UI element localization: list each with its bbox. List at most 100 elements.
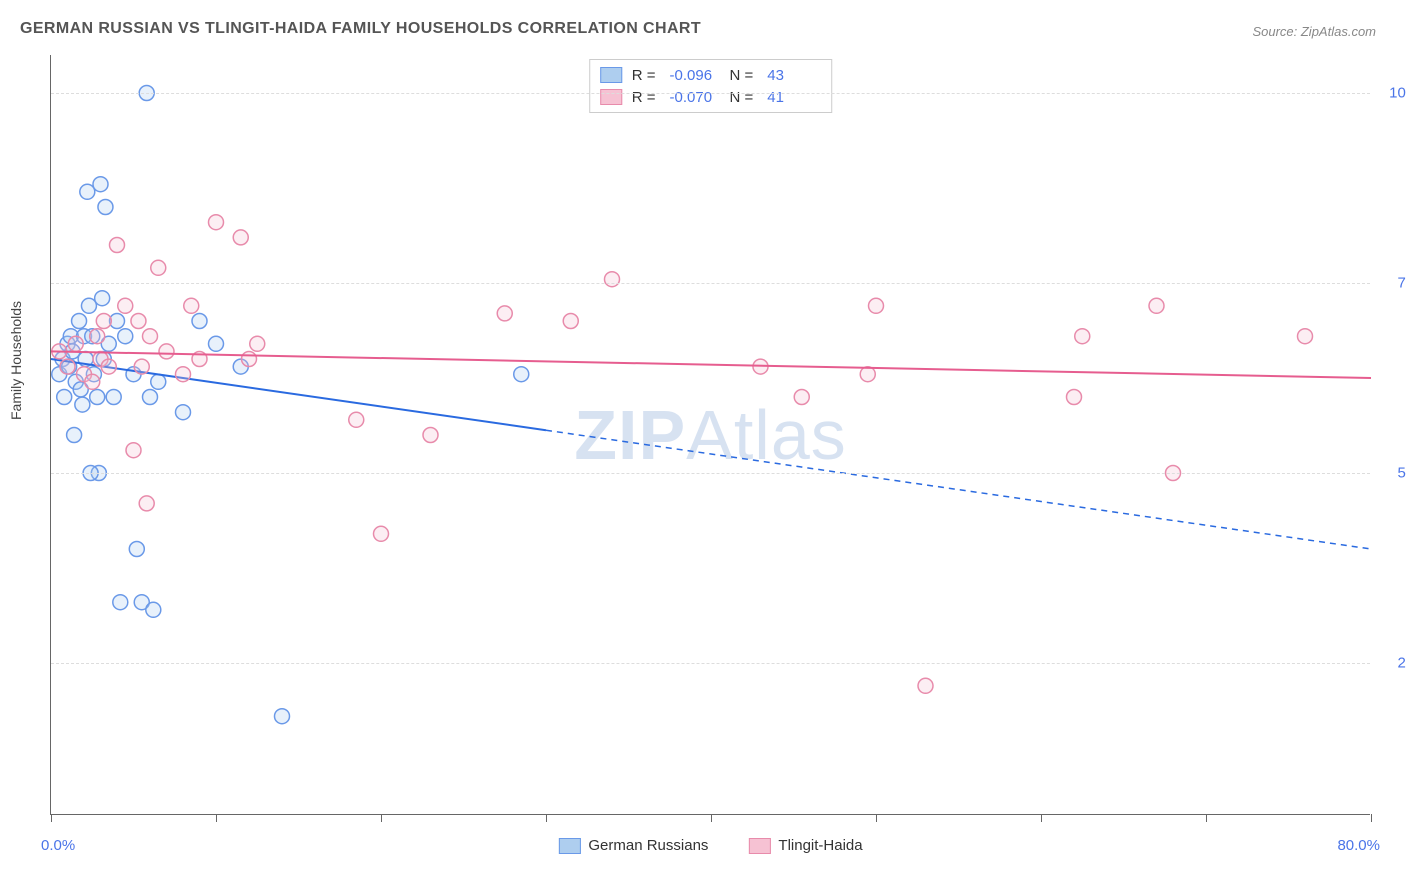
legend-row-series-1: R = -0.070 N = 41: [600, 86, 818, 108]
chart-title: GERMAN RUSSIAN VS TLINGIT-HAIDA FAMILY H…: [20, 20, 701, 38]
legend-bottom-swatch-0: [558, 838, 580, 854]
x-tick-label-max: 80.0%: [1337, 837, 1380, 854]
scatter-point: [869, 298, 884, 313]
scatter-point: [90, 390, 105, 405]
scatter-point: [110, 238, 125, 253]
scatter-point: [374, 526, 389, 541]
scatter-point: [129, 542, 144, 557]
y-tick-label: 100.0%: [1380, 85, 1406, 102]
scatter-point: [233, 230, 248, 245]
x-tick: [216, 814, 217, 822]
scatter-point: [134, 595, 149, 610]
scatter-point: [86, 367, 101, 382]
scatter-point: [80, 184, 95, 199]
scatter-point: [139, 496, 154, 511]
plot-area: ZIPAtlas R = -0.096 N = 43 R = -0.070 N …: [50, 55, 1370, 815]
legend-n-label: N =: [730, 89, 754, 106]
legend-r-label: R =: [632, 67, 656, 84]
scatter-point: [151, 374, 166, 389]
legend-bottom-swatch-1: [748, 838, 770, 854]
scatter-point: [90, 329, 105, 344]
scatter-point: [605, 272, 620, 287]
scatter-point: [192, 352, 207, 367]
scatter-point: [85, 329, 100, 344]
x-tick: [546, 814, 547, 822]
scatter-point: [75, 397, 90, 412]
watermark-atlas: Atlas: [686, 396, 847, 474]
x-tick: [876, 814, 877, 822]
scatter-point: [77, 329, 92, 344]
legend-row-series-0: R = -0.096 N = 43: [600, 64, 818, 86]
scatter-point: [794, 390, 809, 405]
scatter-point: [78, 352, 93, 367]
legend-bottom-label-0: German Russians: [588, 837, 708, 854]
legend-item-0: German Russians: [558, 837, 708, 854]
scatter-point: [93, 352, 108, 367]
scatter-point: [62, 359, 77, 374]
chart-svg: [51, 55, 1370, 814]
scatter-point: [96, 314, 111, 329]
scatter-point: [131, 314, 146, 329]
scatter-point: [52, 344, 67, 359]
scatter-point: [184, 298, 199, 313]
x-tick: [1371, 814, 1372, 822]
scatter-point: [101, 359, 116, 374]
y-tick-label: 25.0%: [1380, 655, 1406, 672]
legend-n-label: N =: [730, 67, 754, 84]
scatter-point: [113, 595, 128, 610]
scatter-point: [151, 260, 166, 275]
scatter-point: [134, 359, 149, 374]
scatter-point: [101, 336, 116, 351]
scatter-point: [67, 428, 82, 443]
y-tick-label: 75.0%: [1380, 275, 1406, 292]
watermark-text: ZIPAtlas: [574, 395, 847, 475]
legend-r-value-0: -0.096: [670, 67, 720, 84]
x-tick: [381, 814, 382, 822]
scatter-point: [514, 367, 529, 382]
scatter-point: [1075, 329, 1090, 344]
x-tick-label-min: 0.0%: [41, 837, 75, 854]
scatter-point: [77, 367, 92, 382]
scatter-point: [118, 298, 133, 313]
scatter-point: [497, 306, 512, 321]
x-tick: [1041, 814, 1042, 822]
scatter-point: [73, 382, 88, 397]
scatter-point: [110, 314, 125, 329]
legend-swatch-0: [600, 67, 622, 83]
scatter-point: [126, 367, 141, 382]
scatter-point: [63, 329, 78, 344]
scatter-point: [106, 390, 121, 405]
trend-line: [51, 351, 1371, 378]
scatter-point: [118, 329, 133, 344]
scatter-point: [242, 352, 257, 367]
legend-n-value-1: 41: [767, 89, 817, 106]
grid-line: [51, 473, 1370, 474]
scatter-point: [159, 344, 174, 359]
correlation-legend: R = -0.096 N = 43 R = -0.070 N = 41: [589, 59, 833, 113]
scatter-point: [96, 352, 111, 367]
trend-line: [51, 359, 546, 430]
scatter-point: [209, 215, 224, 230]
scatter-point: [98, 200, 113, 215]
scatter-point: [60, 359, 75, 374]
trend-line-extrapolated: [546, 430, 1371, 549]
scatter-point: [1067, 390, 1082, 405]
scatter-point: [95, 291, 110, 306]
legend-r-label: R =: [632, 89, 656, 106]
legend-swatch-1: [600, 89, 622, 105]
scatter-point: [68, 374, 83, 389]
y-axis-label: Family Households: [8, 301, 24, 420]
scatter-point: [143, 390, 158, 405]
scatter-point: [233, 359, 248, 374]
scatter-point: [918, 678, 933, 693]
scatter-point: [60, 336, 75, 351]
legend-bottom-label-1: Tlingit-Haida: [778, 837, 862, 854]
scatter-point: [349, 412, 364, 427]
scatter-point: [65, 344, 80, 359]
source-attribution: Source: ZipAtlas.com: [1252, 24, 1376, 39]
x-tick: [1206, 814, 1207, 822]
scatter-point: [176, 405, 191, 420]
scatter-point: [192, 314, 207, 329]
x-tick: [711, 814, 712, 822]
scatter-point: [146, 602, 161, 617]
